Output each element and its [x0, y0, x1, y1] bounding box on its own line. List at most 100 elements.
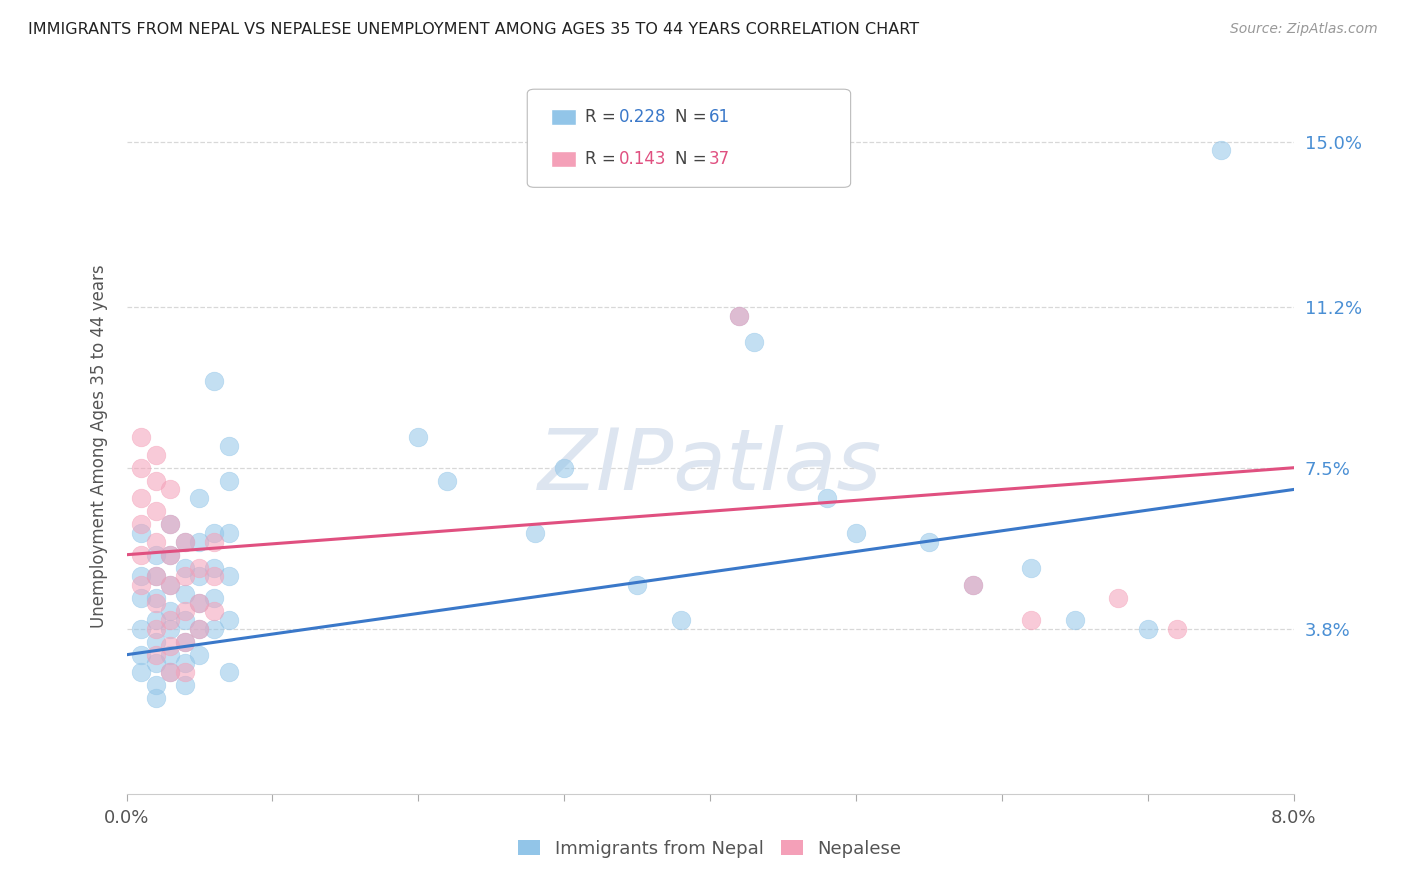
Point	[159, 665, 181, 680]
Point	[1136, 622, 1159, 636]
Point	[174, 678, 197, 692]
Point	[174, 587, 197, 601]
Point	[129, 517, 152, 532]
Point	[145, 596, 167, 610]
Point	[1019, 561, 1042, 575]
Point	[1209, 143, 1232, 157]
Point	[145, 504, 167, 518]
Point	[159, 665, 181, 680]
Point	[129, 648, 152, 662]
Point	[218, 613, 240, 627]
Point	[202, 534, 225, 549]
Point	[218, 569, 240, 583]
Point	[159, 548, 181, 562]
Point	[202, 569, 225, 583]
Point	[174, 569, 197, 583]
Point	[669, 613, 692, 627]
Point	[1108, 591, 1130, 606]
Point	[159, 578, 181, 592]
Point	[174, 534, 197, 549]
Point	[159, 578, 181, 592]
Point	[845, 526, 868, 541]
Point	[202, 374, 225, 388]
Legend: Immigrants from Nepal, Nepalese: Immigrants from Nepal, Nepalese	[512, 832, 908, 865]
Text: Source: ZipAtlas.com: Source: ZipAtlas.com	[1230, 22, 1378, 37]
Point	[145, 569, 167, 583]
Point	[1063, 613, 1085, 627]
Point	[202, 526, 225, 541]
Point	[129, 622, 152, 636]
Point	[188, 622, 211, 636]
Point	[174, 634, 197, 648]
Point	[1019, 613, 1042, 627]
Point	[174, 561, 197, 575]
Point	[202, 622, 225, 636]
Point	[129, 430, 152, 444]
Text: 61: 61	[709, 108, 730, 126]
Point	[1166, 622, 1188, 636]
Point	[188, 648, 211, 662]
Point	[218, 665, 240, 680]
Point	[174, 604, 197, 618]
Point	[408, 430, 430, 444]
Text: IMMIGRANTS FROM NEPAL VS NEPALESE UNEMPLOYMENT AMONG AGES 35 TO 44 YEARS CORRELA: IMMIGRANTS FROM NEPAL VS NEPALESE UNEMPL…	[28, 22, 920, 37]
Y-axis label: Unemployment Among Ages 35 to 44 years: Unemployment Among Ages 35 to 44 years	[90, 264, 108, 628]
Point	[436, 474, 458, 488]
Point	[145, 474, 167, 488]
Point	[129, 569, 152, 583]
Point	[962, 578, 984, 592]
Point	[129, 548, 152, 562]
Point	[218, 439, 240, 453]
Point	[159, 639, 181, 653]
Point	[188, 622, 211, 636]
Point	[145, 534, 167, 549]
Point	[129, 578, 152, 592]
Point	[159, 517, 181, 532]
Text: R =: R =	[585, 150, 621, 168]
Point	[174, 665, 197, 680]
Point	[159, 613, 181, 627]
Point	[145, 569, 167, 583]
Point	[523, 526, 546, 541]
Point	[159, 483, 181, 497]
Point	[145, 591, 167, 606]
Text: 0.228: 0.228	[619, 108, 666, 126]
Point	[218, 526, 240, 541]
Text: R =: R =	[585, 108, 621, 126]
Point	[159, 648, 181, 662]
Point	[174, 534, 197, 549]
Point	[159, 622, 181, 636]
Point	[815, 491, 838, 505]
Point	[145, 613, 167, 627]
Point	[145, 691, 167, 706]
Point	[962, 578, 984, 592]
Point	[145, 648, 167, 662]
Point	[728, 309, 751, 323]
Point	[159, 517, 181, 532]
Text: ZIPatlas: ZIPatlas	[538, 425, 882, 508]
Point	[145, 678, 167, 692]
Point	[129, 591, 152, 606]
Point	[202, 604, 225, 618]
Point	[553, 460, 575, 475]
Point	[202, 561, 225, 575]
Point	[188, 491, 211, 505]
Point	[188, 561, 211, 575]
Point	[145, 657, 167, 671]
Point	[174, 657, 197, 671]
Point	[626, 578, 648, 592]
Text: 37: 37	[709, 150, 730, 168]
Point	[145, 548, 167, 562]
Point	[188, 569, 211, 583]
Text: N =: N =	[675, 108, 711, 126]
Point	[188, 596, 211, 610]
Text: N =: N =	[675, 150, 711, 168]
Point	[159, 604, 181, 618]
Point	[202, 591, 225, 606]
Point	[129, 526, 152, 541]
Text: 0.143: 0.143	[619, 150, 666, 168]
Point	[129, 460, 152, 475]
Point	[129, 491, 152, 505]
Point	[145, 634, 167, 648]
Point	[159, 548, 181, 562]
